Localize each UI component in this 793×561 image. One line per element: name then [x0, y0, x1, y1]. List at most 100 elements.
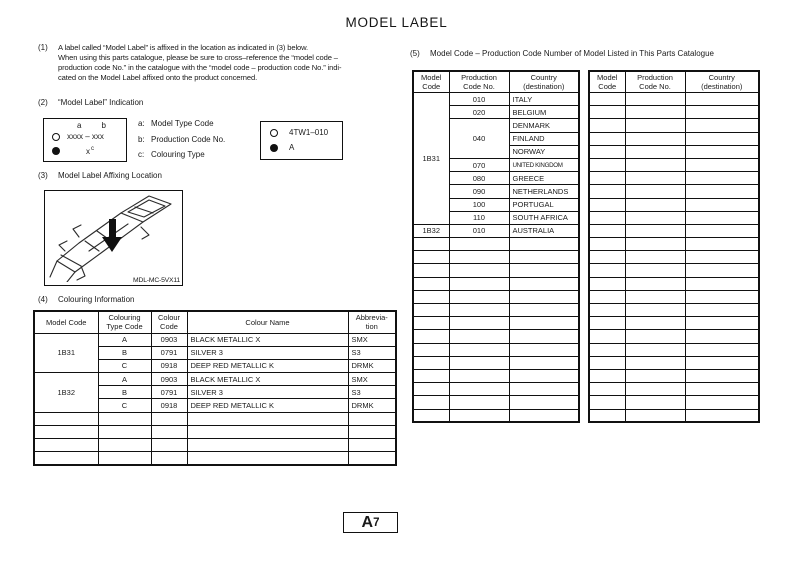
empty-row	[588, 329, 760, 344]
col-header-abbreviation: Abbrevia-tion	[347, 310, 397, 334]
empty-cell	[624, 197, 686, 212]
empty-cell	[588, 210, 626, 225]
paragraph-line: A label called “Model Label” is affixed …	[58, 43, 309, 52]
frame-illustration	[49, 195, 172, 282]
legend-key: c:	[138, 150, 145, 159]
abbreviation-cell: S3	[347, 345, 397, 360]
model-code-table-body: 1B31 010 ITALY 020 BELGIUM 040 DENMARK F…	[412, 91, 580, 239]
empty-cell	[186, 411, 349, 426]
empty-cell	[150, 424, 188, 440]
empty-cell	[448, 408, 510, 423]
empty-row	[588, 131, 760, 146]
country-cell: PORTUGAL	[508, 197, 580, 212]
empty-cell	[186, 451, 349, 466]
col-header-country: Country (destination)	[508, 70, 580, 93]
legend-key: b:	[138, 134, 145, 144]
empty-cell	[186, 437, 349, 453]
empty-cell	[588, 263, 626, 278]
empty-row	[412, 289, 580, 305]
circle-filled-icon	[52, 147, 60, 155]
colour-name-cell: DEEP RED METALLIC K	[186, 358, 349, 374]
legend-label: Production Code No.	[151, 134, 226, 144]
empty-cell	[412, 382, 450, 397]
empty-row	[588, 368, 760, 384]
empty-row	[412, 342, 580, 357]
empty-row	[412, 263, 580, 278]
empty-row	[588, 223, 760, 239]
empty-row	[588, 316, 760, 331]
empty-row	[412, 395, 580, 410]
empty-cell	[684, 250, 760, 265]
colour-code-cell: 0903	[150, 332, 188, 347]
empty-cell	[588, 131, 626, 146]
empty-cell	[684, 276, 760, 291]
paragraph-line: When using this parts catalogue, please …	[58, 53, 338, 62]
empty-cell	[588, 144, 626, 159]
colour-code-cell: 0791	[150, 385, 188, 400]
section-3-title: Model Label Affixing Location	[58, 171, 162, 180]
empty-row	[412, 276, 580, 291]
empty-row	[412, 302, 580, 318]
empty-cell	[684, 329, 760, 344]
abbreviation-cell: DRMK	[347, 398, 397, 413]
empty-cell	[684, 355, 760, 370]
empty-cell	[186, 424, 349, 440]
empty-cell	[624, 131, 686, 146]
empty-cell	[624, 157, 686, 173]
empty-cell	[684, 105, 760, 120]
country-cell: GREECE	[508, 171, 580, 186]
empty-cell	[624, 342, 686, 357]
empty-cell	[624, 210, 686, 225]
empty-cell	[412, 395, 450, 410]
empty-cell	[624, 237, 686, 252]
empty-cell	[412, 368, 450, 384]
empty-cell	[684, 131, 760, 146]
empty-cell	[624, 223, 686, 239]
empty-cell	[508, 289, 580, 305]
empty-cell	[33, 451, 99, 466]
empty-cell	[624, 368, 686, 384]
empty-cell	[588, 276, 626, 291]
production-code-cell: 080	[448, 171, 510, 186]
empty-row	[588, 355, 760, 370]
empty-cell	[448, 289, 510, 305]
country-cell: BELGIUM	[508, 105, 580, 120]
empty-cell	[448, 276, 510, 291]
col-header-model-code: Model Code	[33, 310, 99, 334]
section-2-heading: (2) “Model Label” Indication	[38, 98, 143, 107]
colour-code-cell: 0918	[150, 358, 188, 374]
empty-row	[588, 157, 760, 173]
empty-row	[588, 276, 760, 291]
empty-row	[588, 263, 760, 278]
figure-caption: MDL-MC-5VX11	[131, 277, 180, 284]
abbreviation-cell: S3	[347, 385, 397, 400]
empty-row	[588, 118, 760, 133]
empty-cell	[412, 408, 450, 423]
empty-cell	[150, 451, 188, 466]
empty-row	[412, 316, 580, 331]
empty-cell	[684, 382, 760, 397]
empty-row	[412, 382, 580, 397]
circle-filled-icon	[270, 143, 278, 152]
empty-cell	[588, 118, 626, 133]
empty-cell	[624, 355, 686, 370]
empty-row	[33, 451, 397, 466]
empty-row	[412, 355, 580, 370]
empty-cell	[412, 263, 450, 278]
production-code-cell: 090	[448, 184, 510, 199]
colour-name-cell: SILVER 3	[186, 345, 349, 360]
empty-cell	[588, 197, 626, 212]
colour-code-cell: 0918	[150, 398, 188, 413]
empty-cell	[448, 316, 510, 331]
section-5-heading: (5) Model Code – Production Code Number …	[410, 49, 714, 58]
circle-outline-icon	[52, 132, 60, 141]
example-code-text: 4TW1–010	[289, 128, 329, 137]
empty-cell	[508, 316, 580, 331]
type-code-cell: B	[97, 345, 152, 360]
empty-row	[588, 184, 760, 199]
empty-cell	[624, 289, 686, 305]
sample-box-colour-row: xc	[52, 146, 94, 156]
empty-cell	[684, 289, 760, 305]
table-row: C 0918 DEEP RED METALLIC K DRMK	[34, 398, 397, 413]
letter-a-label: a	[77, 121, 82, 130]
